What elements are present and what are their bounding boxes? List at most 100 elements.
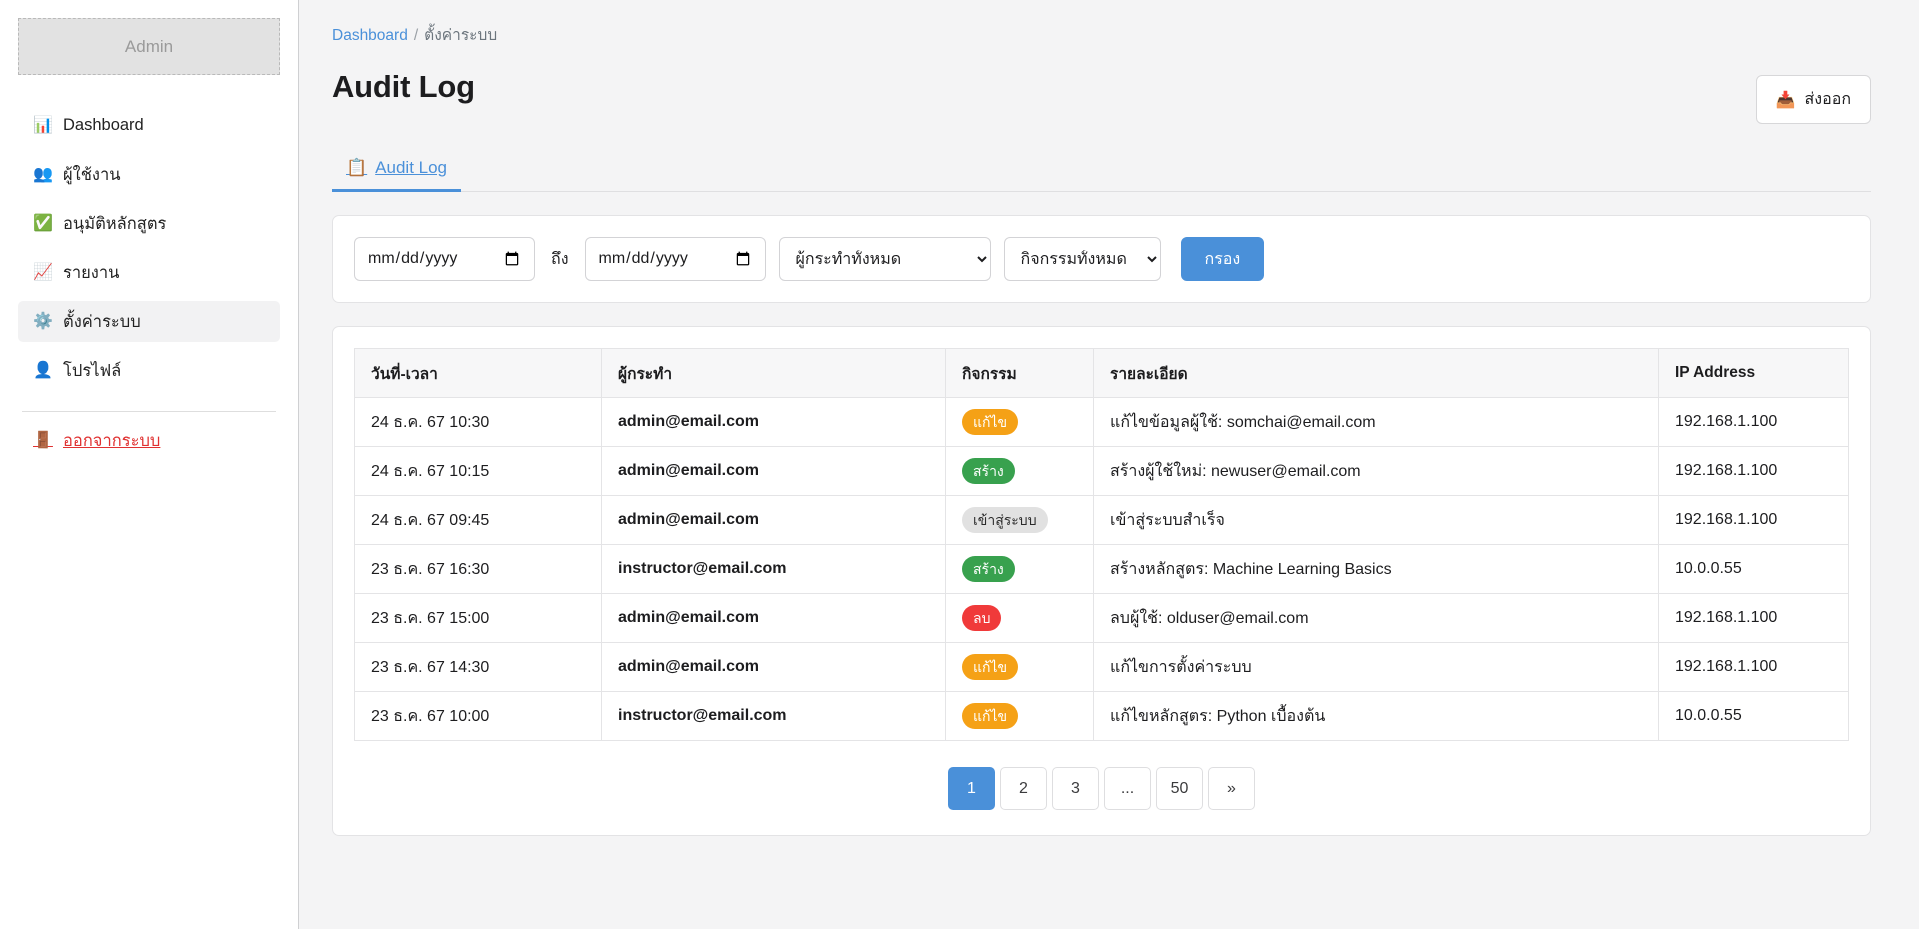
export-button[interactable]: 📥 ส่งออก bbox=[1755, 75, 1871, 124]
cell-action: สร้าง bbox=[945, 446, 1094, 496]
table-row: 23 ธ.ค. 67 15:00 admin@email.com ลบ ลบผู้ใช… bbox=[354, 593, 1849, 643]
pagination-page-1[interactable]: 1 bbox=[948, 767, 995, 810]
sidebar-item-label: ผู้ใช้งาน bbox=[63, 165, 121, 184]
sidebar-item-1[interactable]: 📊 Dashboard bbox=[18, 105, 280, 146]
main-content: Dashboard / ตั้งค่าระบบ Audit Log 📥 ส่งออก… bbox=[299, 0, 1919, 929]
date-to-input[interactable] bbox=[584, 237, 766, 281]
audit-log-table: วันที่-เวลา ผู้กระทำ กิจกรรม รายละเอียด IP A… bbox=[354, 348, 1849, 741]
cell-actor: admin@email.com bbox=[601, 446, 946, 496]
table-row: 23 ธ.ค. 67 14:30 admin@email.com แก้ไข แก้ไ… bbox=[354, 642, 1849, 692]
sidebar-item-5[interactable]: ⚙️ ตั้งค่าระบบ bbox=[18, 301, 280, 342]
cell-action: สร้าง bbox=[945, 544, 1094, 594]
breadcrumb-dashboard-link[interactable]: Dashboard bbox=[332, 27, 408, 44]
cell-detail: แก้ไขข้อมูลผู้ใช้: somchai@email.com bbox=[1093, 397, 1659, 447]
line-chart-icon: 📈 bbox=[33, 263, 53, 281]
pagination: 1 2 3... 50» bbox=[354, 767, 1849, 810]
cell-datetime: 23 ธ.ค. 67 14:30 bbox=[354, 642, 602, 692]
column-header-1: วันที่-เวลา bbox=[354, 348, 602, 398]
cell-ip: 192.168.1.100 bbox=[1658, 642, 1849, 692]
status-badge: แก้ไข bbox=[962, 653, 1019, 681]
pagination-page-3[interactable]: 3 bbox=[1052, 767, 1099, 810]
breadcrumb-current: ตั้งค่าระบบ bbox=[424, 27, 498, 44]
door-icon: 🚪 bbox=[33, 432, 53, 449]
cell-datetime: 24 ธ.ค. 67 10:15 bbox=[354, 446, 602, 496]
logout-link[interactable]: 🚪 ออกจากระบบ bbox=[18, 428, 280, 454]
cell-ip: 10.0.0.55 bbox=[1658, 691, 1849, 741]
page-header: Audit Log 📥 ส่งออก bbox=[332, 69, 1871, 124]
sidebar-item-6[interactable]: 👤 โปรไฟล์ bbox=[18, 350, 280, 391]
table-row: 24 ธ.ค. 67 09:45 admin@email.com เข้าสู่ระ… bbox=[354, 495, 1849, 545]
cell-action: เข้าสู่ระบบ bbox=[945, 495, 1094, 545]
breadcrumb: Dashboard / ตั้งค่าระบบ bbox=[332, 22, 1871, 47]
actor-select[interactable]: ผู้กระทำทั้งหมด bbox=[778, 237, 991, 281]
sidebar: Admin 📊 Dashboard 👥 ผู้ใช้งาน ✅ อนุมัติหลักสู… bbox=[0, 0, 299, 929]
brand-label: Admin bbox=[124, 36, 174, 56]
gear-icon: ⚙️ bbox=[33, 312, 53, 330]
cell-detail: สร้างหลักสูตร: Machine Learning Basics bbox=[1093, 544, 1659, 594]
table-head: วันที่-เวลา ผู้กระทำ กิจกรรม รายละเอียด IP A… bbox=[354, 348, 1849, 398]
bar-chart-icon: 📊 bbox=[33, 116, 53, 134]
person-icon: 👤 bbox=[33, 361, 53, 379]
cell-ip: 192.168.1.100 bbox=[1658, 446, 1849, 496]
cell-actor: admin@email.com bbox=[601, 593, 946, 643]
filter-panel: ถึง ผู้กระทำทั้งหมด กิจกรรมทั้งหมด กรอง bbox=[332, 215, 1871, 303]
tab-audit-log[interactable]: 📋 Audit Log bbox=[332, 158, 462, 192]
users-icon: 👥 bbox=[33, 165, 53, 183]
audit-log-panel: วันที่-เวลา ผู้กระทำ กิจกรรม รายละเอียด IP A… bbox=[332, 326, 1871, 836]
column-header-2: ผู้กระทำ bbox=[601, 348, 946, 398]
pagination-page-...[interactable]: ... bbox=[1104, 767, 1151, 810]
pagination-page-»[interactable]: » bbox=[1208, 767, 1255, 810]
tab-audit-log-label: Audit Log bbox=[375, 158, 448, 177]
sidebar-item-label: โปรไฟล์ bbox=[63, 361, 122, 380]
cell-datetime: 23 ธ.ค. 67 16:30 bbox=[354, 544, 602, 594]
table-row: 24 ธ.ค. 67 10:15 admin@email.com สร้าง สร้า… bbox=[354, 446, 1849, 496]
cell-datetime: 23 ธ.ค. 67 10:00 bbox=[354, 691, 602, 741]
logout-label: ออกจากระบบ bbox=[63, 432, 161, 450]
inbox-tray-icon: 📥 bbox=[1775, 91, 1796, 109]
cell-action: แก้ไข bbox=[945, 691, 1094, 741]
table-row: 24 ธ.ค. 67 10:30 admin@email.com แก้ไข แก้ไ… bbox=[354, 397, 1849, 447]
sidebar-divider bbox=[22, 411, 276, 412]
sidebar-item-2[interactable]: 👥 ผู้ใช้งาน bbox=[18, 154, 280, 195]
cell-ip: 192.168.1.100 bbox=[1658, 495, 1849, 545]
pagination-page-2[interactable]: 2 bbox=[1000, 767, 1047, 810]
date-from-input[interactable] bbox=[354, 237, 535, 281]
column-header-4: รายละเอียด bbox=[1093, 348, 1659, 398]
pagination-page-50[interactable]: 50 bbox=[1156, 767, 1203, 810]
cell-datetime: 23 ธ.ค. 67 15:00 bbox=[354, 593, 602, 643]
cell-detail: สร้างผู้ใช้ใหม่: newuser@email.com bbox=[1093, 446, 1659, 496]
status-badge: สร้าง bbox=[962, 555, 1015, 583]
clipboard-icon: 📋 bbox=[346, 158, 368, 177]
action-select[interactable]: กิจกรรมทั้งหมด bbox=[1003, 237, 1161, 281]
cell-action: ลบ bbox=[945, 593, 1094, 643]
status-badge: แก้ไข bbox=[962, 408, 1019, 436]
sidebar-item-3[interactable]: ✅ อนุมัติหลักสูตร bbox=[18, 203, 280, 244]
cell-action: แก้ไข bbox=[945, 642, 1094, 692]
cell-actor: admin@email.com bbox=[601, 397, 946, 447]
breadcrumb-separator: / bbox=[413, 27, 419, 44]
table-row: 23 ธ.ค. 67 16:30 instructor@email.com สร้า… bbox=[354, 544, 1849, 594]
sidebar-item-label: ตั้งค่าระบบ bbox=[63, 312, 141, 331]
cell-detail: แก้ไขหลักสูตร: Python เบื้องต้น bbox=[1093, 691, 1659, 741]
column-header-5: IP Address bbox=[1658, 348, 1849, 398]
cell-detail: แก้ไขการตั้งค่าระบบ bbox=[1093, 642, 1659, 692]
cell-ip: 192.168.1.100 bbox=[1658, 397, 1849, 447]
brand-placeholder: Admin bbox=[18, 18, 280, 75]
status-badge: ลบ bbox=[962, 604, 1002, 632]
status-badge: สร้าง bbox=[962, 457, 1015, 485]
sidebar-item-4[interactable]: 📈 รายงาน bbox=[18, 252, 280, 293]
table-header-row: วันที่-เวลา ผู้กระทำ กิจกรรม รายละเอียด IP A… bbox=[354, 348, 1849, 398]
tab-bar: 📋 Audit Log bbox=[332, 158, 1871, 192]
cell-actor: instructor@email.com bbox=[601, 544, 946, 594]
status-badge: เข้าสู่ระบบ bbox=[962, 506, 1048, 534]
table-body: 24 ธ.ค. 67 10:30 admin@email.com แก้ไข แก้ไ… bbox=[354, 397, 1849, 741]
filter-row: ถึง ผู้กระทำทั้งหมด กิจกรรมทั้งหมด กรอง bbox=[354, 237, 1849, 281]
cell-actor: admin@email.com bbox=[601, 495, 946, 545]
table-row: 23 ธ.ค. 67 10:00 instructor@email.com แก้ไ… bbox=[354, 691, 1849, 741]
date-range-to-label: ถึง bbox=[551, 250, 569, 268]
cell-actor: admin@email.com bbox=[601, 642, 946, 692]
cell-detail: ลบผู้ใช้: olduser@email.com bbox=[1093, 593, 1659, 643]
sidebar-item-label: รายงาน bbox=[63, 263, 120, 282]
apply-filter-button[interactable]: กรอง bbox=[1180, 237, 1265, 281]
